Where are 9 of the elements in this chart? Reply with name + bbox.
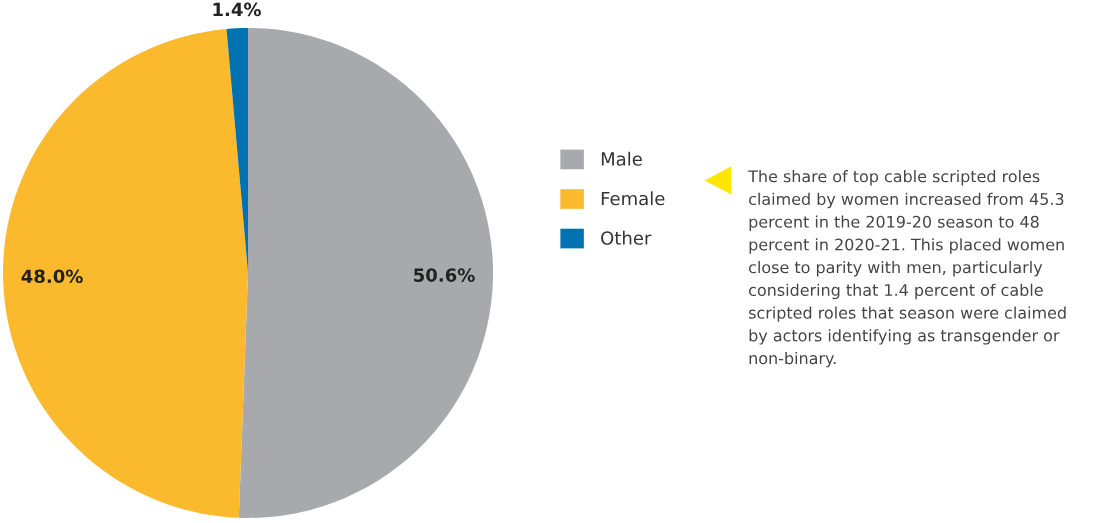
pie-slice (238, 27, 494, 518)
data-label: 50.6% (414, 268, 475, 282)
legend-label: Male (601, 151, 642, 166)
data-label: 1.4% (213, 2, 261, 17)
text: The share of top cable scripted roles claimed by women increased from 45.3 percent in the 2019-20 season to 48 percent in 2020-21. This placed women close to parity with men, particularly considering that 1.4 percent of cable scripted roles that season were claimed by actors identifying as transgender or non-binary. (748, 169, 1066, 368)
pie-slice (3, 28, 249, 518)
legend-label: Other (601, 230, 652, 245)
data-label: 48.0% (21, 269, 83, 284)
legend-label: Female (601, 191, 665, 206)
